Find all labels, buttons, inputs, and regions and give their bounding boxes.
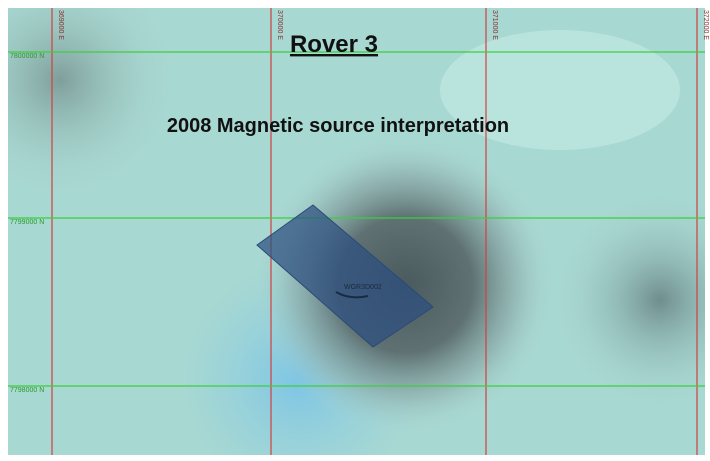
interpretation-polygon xyxy=(256,204,434,348)
northing-label: 7798000 N xyxy=(10,387,44,394)
drillhole-label: WGR3D002 xyxy=(344,284,382,291)
map-background xyxy=(8,8,705,455)
easting-label: 370000 E xyxy=(276,10,283,40)
easting-label: 371000 E xyxy=(491,10,498,40)
northing-labels: 7800000 N 7799000 N 7798000 N xyxy=(10,53,44,394)
map-title: Rover 3 xyxy=(290,31,378,58)
easting-label: 372000 E xyxy=(702,10,709,40)
easting-label: 369000 E xyxy=(57,10,64,40)
northing-label: 7799000 N xyxy=(10,219,44,226)
northing-label: 7800000 N xyxy=(10,53,44,60)
grid-lines xyxy=(8,8,705,455)
easting-labels: 369000 E 370000 E 371000 E 372000 E xyxy=(57,10,709,40)
drillhole-trace xyxy=(335,291,369,299)
map-subtitle: 2008 Magnetic source interpretation xyxy=(167,115,509,137)
